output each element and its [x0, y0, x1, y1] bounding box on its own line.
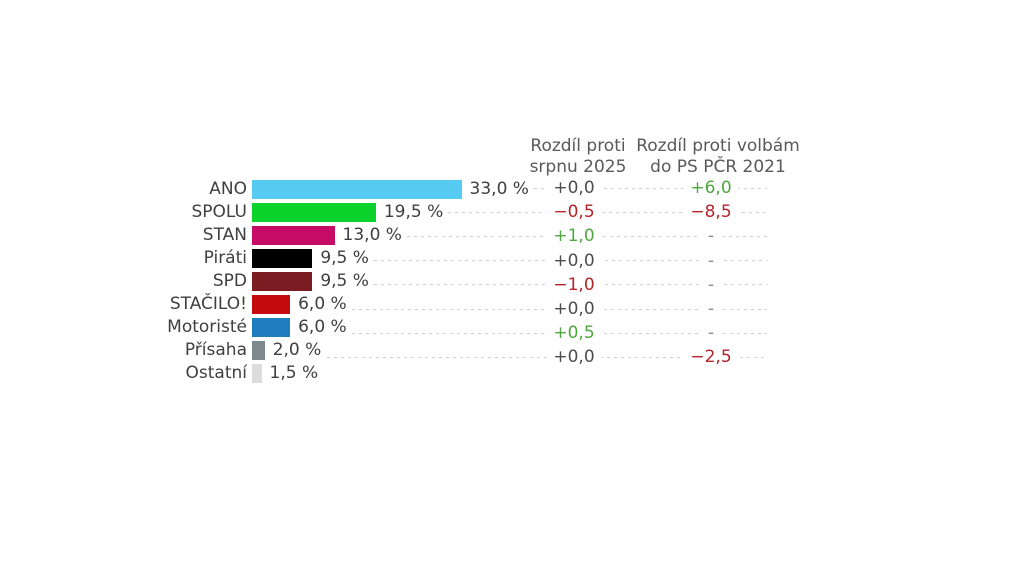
party-label: Motoristé — [167, 317, 247, 337]
party-label: SPD — [212, 271, 247, 291]
party-label: Přísaha — [184, 340, 247, 360]
bar-value-label: 6,0 % — [298, 294, 347, 314]
bar-row: Přísaha 2,0 % — [0, 339, 790, 362]
diff-column-header-election-2021: Rozdíl proti volbám do PS PČR 2021 — [598, 136, 838, 178]
party-label: SPOLU — [191, 202, 248, 222]
bar-row: SPD 9,5 % — [0, 270, 790, 293]
diff-vs-august-2025: −0,5 — [546, 202, 602, 223]
leader-line-row: +0,5 - — [352, 322, 767, 345]
bar-row: Motoristé 6,0 % — [0, 316, 790, 339]
diff-vs-election-2021: −8,5 — [683, 202, 739, 223]
bar — [252, 294, 291, 314]
diff-vs-election-2021: - — [700, 299, 722, 319]
diff-vs-election-2021: - — [700, 274, 722, 295]
diff-column-header-august-2025: Rozdíl proti srpnu 2025 — [468, 136, 688, 178]
leader-line-row: −0,5 −8,5 — [448, 201, 767, 224]
diff-vs-august-2025: +0,0 — [546, 299, 602, 319]
bar — [252, 271, 313, 291]
leader-line-row: +0,0 −2,5 — [327, 346, 767, 369]
bar-value-label: 9,5 % — [320, 248, 369, 268]
leader-line-row: +1,0 - — [407, 225, 767, 248]
diff-vs-august-2025: +0,5 — [546, 323, 602, 344]
diff-vs-election-2021: −2,5 — [683, 347, 739, 368]
bar-value-label: 1,5 % — [269, 363, 319, 383]
party-label: ANO — [209, 179, 247, 199]
bar-row: STAN 13,0 % — [0, 224, 790, 247]
bar-value-label: 2,0 % — [272, 340, 322, 360]
bar-value-label: 9,5 % — [320, 271, 369, 291]
diff-vs-election-2021: - — [700, 250, 722, 271]
bar-row: Ostatní 1,5 % — [0, 362, 790, 385]
bar-value-label: 33,0 % — [469, 179, 529, 199]
diff-vs-election-2021: - — [700, 323, 722, 344]
diff-vs-august-2025: +0,0 — [546, 347, 602, 368]
leader-line-row: +0,0 - — [352, 298, 767, 320]
diff-vs-august-2025: +0,0 — [546, 250, 602, 271]
bar — [252, 363, 262, 383]
bar — [252, 248, 313, 268]
bar-row: STAČILO! 6,0 % — [0, 293, 790, 316]
header-line: Rozdíl proti — [530, 136, 626, 156]
leader-line-row: −1,0 - — [374, 273, 767, 296]
party-label: Piráti — [203, 248, 247, 268]
leader-line-row: +0,0 - — [374, 249, 767, 272]
bar-row: ANO 33,0 % — [0, 178, 790, 201]
bar-row: Piráti 9,5 % — [0, 247, 790, 270]
diff-vs-election-2021: +6,0 — [683, 178, 739, 198]
bar — [252, 317, 291, 337]
diff-vs-august-2025: −1,0 — [546, 274, 602, 295]
diff-vs-august-2025: +1,0 — [546, 226, 602, 247]
party-label: Ostatní — [185, 363, 247, 383]
bar-value-label: 13,0 % — [342, 225, 402, 245]
party-label: STAN — [202, 225, 247, 245]
party-label: STAČILO! — [169, 294, 247, 314]
bar — [252, 202, 376, 222]
header-line: Rozdíl proti volbám — [636, 136, 800, 156]
diff-vs-august-2025: +0,0 — [546, 178, 602, 198]
leader-line-row: +0,0 +6,0 — [534, 177, 767, 199]
diff-vs-election-2021: - — [700, 226, 722, 247]
header-line: srpnu 2025 — [529, 157, 627, 177]
bar — [252, 179, 462, 199]
header-line: do PS PČR 2021 — [650, 157, 786, 177]
bar-row: SPOLU 19,5 % — [0, 201, 790, 224]
bar-value-label: 6,0 % — [298, 317, 347, 337]
bar — [252, 225, 335, 245]
bar-value-label: 19,5 % — [383, 202, 444, 222]
bar — [252, 340, 265, 360]
